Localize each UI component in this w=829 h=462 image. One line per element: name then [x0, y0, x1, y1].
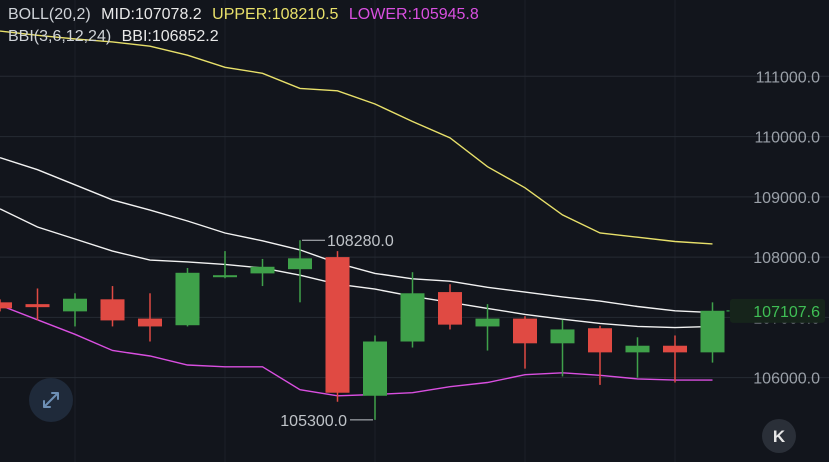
- candle: [363, 335, 387, 420]
- candle: [438, 284, 462, 330]
- candle: [325, 251, 350, 402]
- collapse-glyph: K: [773, 427, 786, 446]
- candle: [513, 316, 537, 369]
- y-tick-label: 111000.0: [756, 69, 820, 86]
- indicator-lines: [0, 30, 713, 397]
- candle: [63, 293, 87, 327]
- candle-body: [325, 257, 350, 393]
- candle-body: [250, 266, 275, 274]
- candle: [550, 319, 575, 377]
- candle-body: [438, 292, 462, 325]
- candle-body: [588, 328, 612, 353]
- collapse-k-icon: K: [773, 427, 786, 446]
- candle-body: [138, 318, 162, 327]
- candle: [400, 272, 425, 348]
- candle-body: [625, 345, 650, 353]
- candle: [663, 335, 687, 383]
- candle-body: [513, 318, 537, 344]
- mid-line: [0, 157, 713, 314]
- y-tick-label: 106000.0: [753, 371, 820, 388]
- expand-button[interactable]: [29, 378, 73, 422]
- current-price-label: 107107.6: [753, 304, 820, 321]
- candle-body: [63, 298, 87, 312]
- upper-value: UPPER:108210.5: [212, 6, 339, 23]
- y-axis: 106000.0107000.0108000.0109000.0110000.0…: [726, 69, 825, 388]
- candle-body: [0, 302, 12, 309]
- candle-body: [288, 258, 312, 270]
- candle-body: [663, 345, 687, 353]
- current-price-badge: [730, 298, 825, 323]
- candle-body: [550, 329, 575, 344]
- candle: [588, 325, 612, 385]
- expand-arrows-icon: [43, 392, 59, 408]
- candle-body: [363, 341, 387, 396]
- bbi-line: [0, 208, 713, 329]
- candle: [625, 337, 650, 378]
- candle: [475, 304, 500, 351]
- candle: [100, 286, 125, 327]
- candle: [213, 251, 237, 279]
- upper-line: [0, 30, 713, 245]
- high-annotation-label: 108280.0: [327, 233, 394, 250]
- candle: [0, 299, 12, 312]
- candle-body: [475, 318, 500, 327]
- bbi-value: BBI:106852.2: [121, 28, 219, 45]
- candle: [175, 267, 200, 327]
- candle-body: [700, 310, 725, 353]
- candle-body: [100, 299, 125, 321]
- candle: [288, 240, 312, 303]
- bbi-legend: BBI(3,6,12,24) BBI:106852.2: [8, 27, 225, 47]
- candle: [700, 302, 725, 363]
- bbi-label: BBI(3,6,12,24): [8, 28, 112, 45]
- candle: [138, 293, 162, 342]
- candle: [25, 288, 50, 321]
- candle-body: [213, 275, 237, 278]
- y-tick-label: 108000.0: [753, 250, 820, 267]
- candles: [0, 240, 725, 420]
- candle-body: [175, 272, 200, 326]
- lower-line: [0, 304, 713, 397]
- lower-value: LOWER:105945.8: [348, 6, 479, 23]
- mid-value: MID:107078.2: [101, 6, 202, 23]
- candle: [250, 258, 275, 287]
- price-annotations: 108280.0 105300.0: [280, 233, 394, 430]
- candle-body: [25, 304, 50, 308]
- boll-legend: BOLL(20,2) MID:107078.2 UPPER:108210.5 L…: [8, 5, 485, 25]
- collapse-button[interactable]: K: [762, 419, 796, 453]
- candle-body: [400, 293, 425, 342]
- y-tick-label: 109000.0: [753, 190, 820, 207]
- low-annotation-label: 105300.0: [280, 413, 347, 430]
- y-tick-label: 110000.0: [754, 130, 820, 147]
- boll-label: BOLL(20,2): [8, 6, 91, 23]
